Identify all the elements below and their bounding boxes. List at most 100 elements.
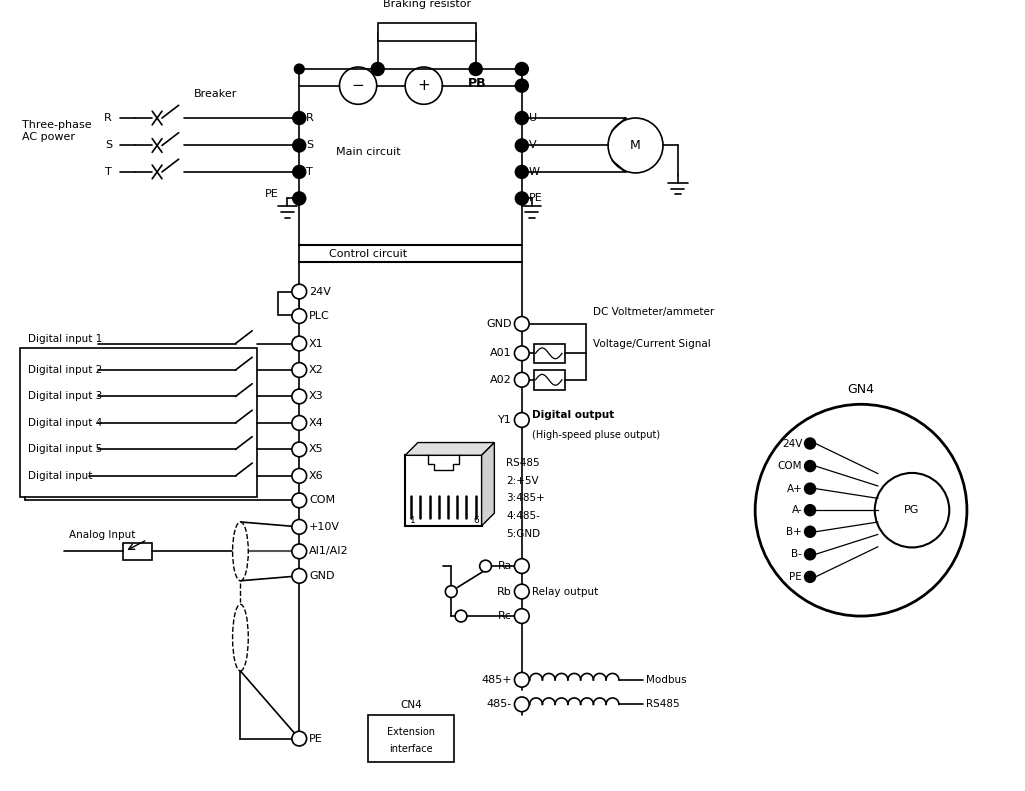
Circle shape [293,112,305,124]
Text: Analog Input: Analog Input [69,530,135,539]
Bar [278,292,299,315]
Text: Digital input: Digital input [28,471,92,481]
Circle shape [516,165,528,178]
Circle shape [516,62,528,75]
Text: Braking resistor: Braking resistor [382,0,470,9]
Text: AI1/AI2: AI1/AI2 [310,547,349,556]
Bar [19,348,257,498]
Text: M: M [630,139,641,152]
Circle shape [292,336,306,351]
Text: Digital input 3: Digital input 3 [28,392,101,402]
Text: S: S [306,141,314,150]
Text: 24V: 24V [310,286,331,297]
Circle shape [469,62,482,75]
Text: B+: B+ [786,527,803,537]
Text: Modbus: Modbus [647,675,687,685]
Circle shape [293,165,305,178]
Text: U: U [529,113,537,123]
Text: GND: GND [487,319,512,329]
Text: GN4: GN4 [848,383,874,396]
Circle shape [515,413,529,427]
Circle shape [515,585,529,599]
Circle shape [292,362,306,377]
Circle shape [292,569,306,583]
Circle shape [805,549,816,560]
Text: X6: X6 [310,471,324,481]
Circle shape [292,415,306,430]
Polygon shape [482,442,494,526]
Text: T: T [306,167,313,177]
Circle shape [371,62,384,75]
Text: RS485: RS485 [647,699,680,710]
Text: R: R [105,113,112,123]
Text: A02: A02 [490,375,512,384]
Text: 3:485+: 3:485+ [506,494,545,503]
Text: X5: X5 [310,445,324,454]
Text: Digital input 4: Digital input 4 [28,418,101,428]
Circle shape [517,81,527,90]
Text: 2:+5V: 2:+5V [506,475,539,486]
Text: A-: A- [791,505,803,515]
Ellipse shape [233,522,248,581]
Text: Digital input 2: Digital input 2 [28,365,101,375]
Ellipse shape [233,604,248,671]
Text: 485-: 485- [487,699,512,710]
Text: 1: 1 [410,517,416,525]
Text: COM: COM [310,495,335,505]
Bar [405,456,482,526]
Circle shape [292,308,306,324]
Circle shape [805,505,816,516]
Text: V: V [529,141,536,150]
Text: DC Voltmeter/ammeter: DC Voltmeter/ammeter [593,307,714,317]
Text: X1: X1 [310,339,324,349]
Text: Three-phase
AC power: Three-phase AC power [22,120,91,142]
Text: +: + [417,78,430,93]
Text: (High-speed pluse output): (High-speed pluse output) [532,430,660,440]
Circle shape [293,139,305,152]
Text: X4: X4 [310,418,324,428]
Circle shape [455,610,467,622]
Text: CN4: CN4 [400,700,422,710]
Text: PB: PB [467,78,487,90]
Circle shape [805,483,816,494]
Text: 6: 6 [474,517,480,525]
Text: Breaker: Breaker [194,89,238,99]
Text: W: W [529,167,540,177]
Text: Relay output: Relay output [532,587,598,596]
Circle shape [515,373,529,387]
Bar [368,715,454,763]
Text: Rb: Rb [497,587,512,596]
Bar [377,23,476,40]
Text: Rc: Rc [498,611,512,621]
Text: X3: X3 [310,392,324,402]
Text: Digital input 5: Digital input 5 [28,445,101,454]
Circle shape [292,731,306,746]
Text: A+: A+ [786,483,803,494]
Text: 4:485-: 4:485- [506,511,540,521]
Circle shape [445,585,457,597]
Bar [123,543,152,560]
Text: Extension: Extension [387,727,435,736]
Text: X2: X2 [310,365,324,375]
Text: PE: PE [310,733,323,744]
Bar [534,370,565,390]
Text: PLC: PLC [310,311,330,321]
Text: interface: interface [390,744,433,754]
Text: Digital output: Digital output [532,410,614,420]
Text: Digital input 1: Digital input 1 [28,334,101,343]
Circle shape [515,346,529,361]
Circle shape [480,560,491,572]
Text: Voltage/Current Signal: Voltage/Current Signal [593,339,711,349]
Circle shape [516,139,528,152]
Bar [534,343,565,363]
Text: PG: PG [904,505,919,515]
Text: COM: COM [778,461,803,471]
Circle shape [515,672,529,687]
Circle shape [515,316,529,331]
Text: PE: PE [789,572,803,582]
Circle shape [292,442,306,456]
Text: S: S [105,141,112,150]
Circle shape [292,468,306,483]
Circle shape [292,284,306,299]
Text: −: − [352,78,365,93]
